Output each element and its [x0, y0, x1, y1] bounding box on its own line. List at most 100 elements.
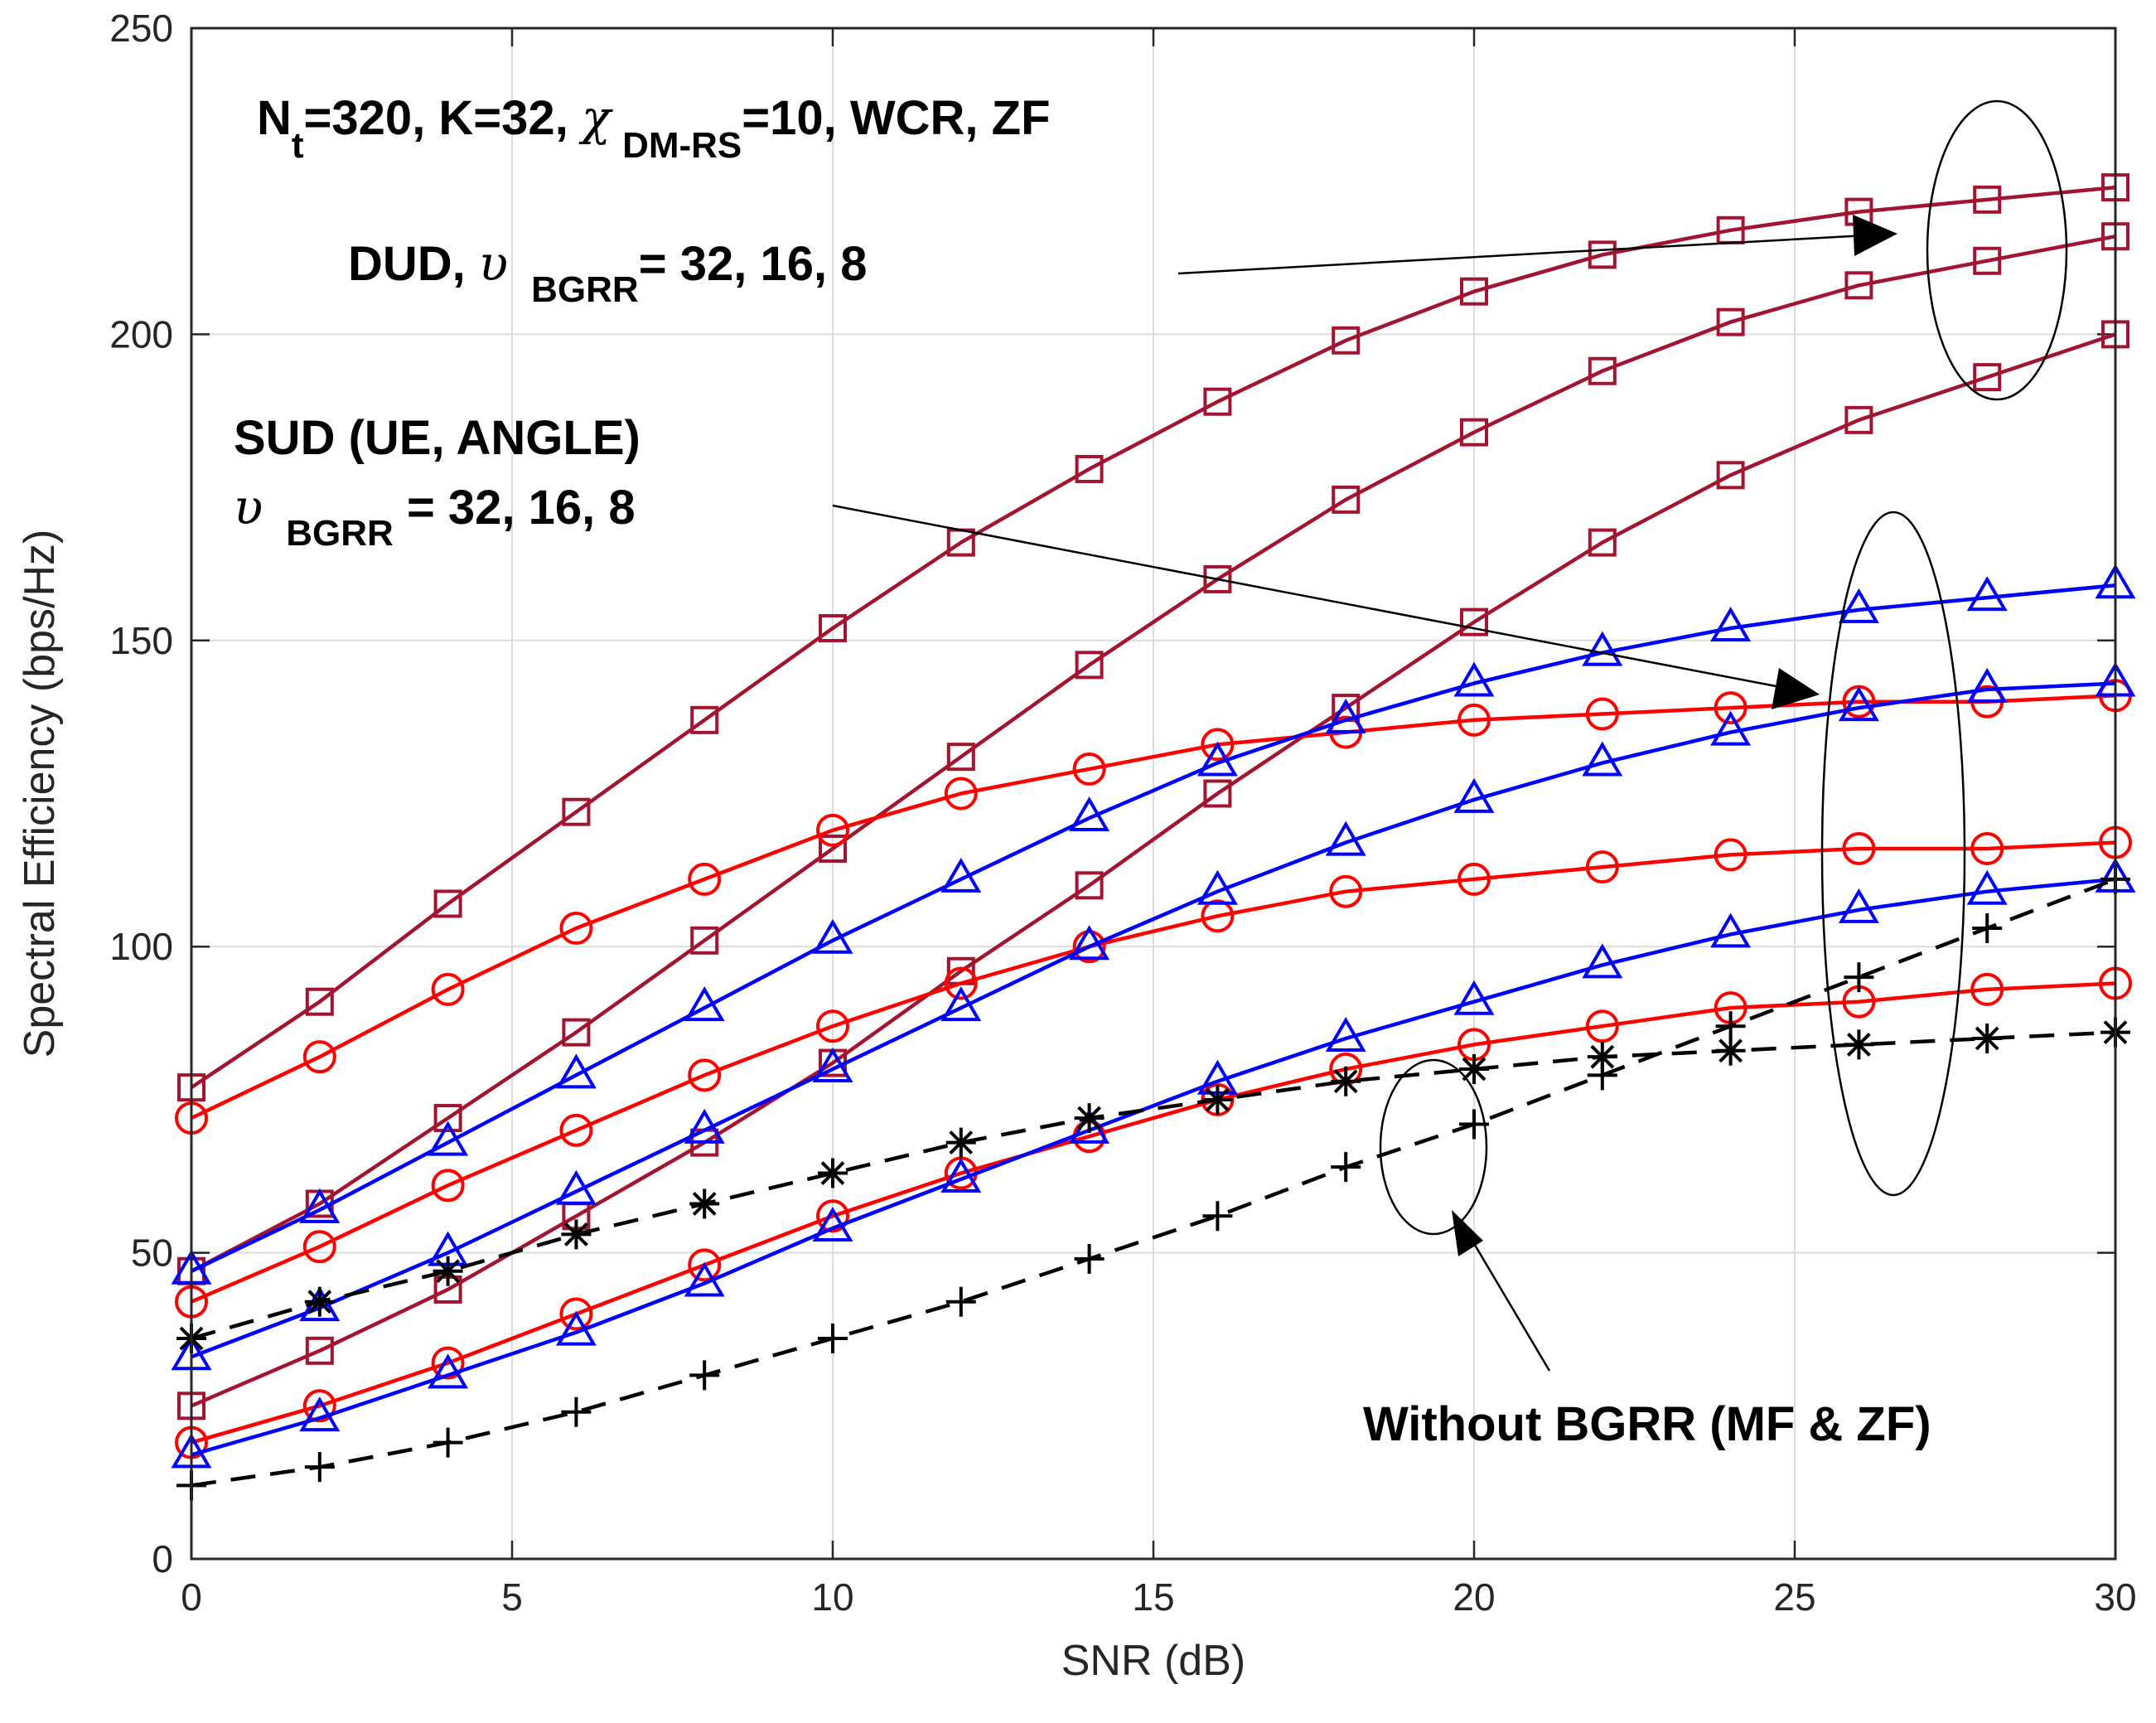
- data-point-circle: [302, 1230, 336, 1264]
- data-point-triangle: [1838, 888, 1879, 923]
- series-line: [190, 185, 2116, 1089]
- data-point-square: [1588, 356, 1617, 385]
- data-point-circle: [1714, 838, 1748, 872]
- data-point-circle: [1329, 874, 1363, 908]
- y-tick-label: 150: [109, 619, 173, 662]
- data-point-triangle: [684, 1108, 725, 1144]
- data-point-circle: [431, 1169, 465, 1203]
- arrowhead-sud: [1772, 668, 1820, 709]
- series-line: [191, 681, 2116, 1359]
- data-point-circle: [1072, 752, 1106, 786]
- series-5: [175, 825, 2132, 1319]
- data-point-triangle: [1582, 631, 1623, 666]
- data-point-square: [946, 743, 975, 772]
- annotation-sud-line1: SUD (UE, ANGLE): [234, 411, 641, 465]
- data-point-triangle: [1196, 869, 1238, 905]
- data-point-asterisk: [561, 1219, 592, 1250]
- data-point-square: [1973, 185, 2002, 214]
- data-point-triangle: [1710, 912, 1752, 948]
- param-chi: χ: [578, 90, 613, 146]
- data-point-circle: [431, 972, 465, 1006]
- data-point-square: [1844, 271, 1873, 300]
- param-rest-1: =320, K=32,: [304, 91, 582, 145]
- data-point-asterisk: [1331, 1066, 1361, 1096]
- plot-frame: [190, 27, 2117, 1561]
- data-point-circle: [944, 966, 978, 1000]
- data-point-asterisk: [1074, 1103, 1105, 1134]
- data-point-triangle: [555, 1310, 597, 1346]
- dud-subscript: BGRR: [531, 269, 639, 310]
- data-point-triangle: [1838, 588, 1879, 623]
- data-point-circle: [1714, 691, 1748, 725]
- series-line: [191, 694, 2116, 1120]
- data-point-asterisk: [1715, 1035, 1746, 1066]
- data-point-circle: [1201, 899, 1235, 933]
- data-point-triangle: [428, 1353, 469, 1389]
- data-point-plus: [1972, 913, 2003, 944]
- data-point-asterisk: [1972, 1024, 2003, 1054]
- data-point-triangle: [1196, 741, 1238, 777]
- data-point-square: [1203, 779, 1232, 808]
- series-7: [171, 564, 2136, 1285]
- data-point-square: [690, 926, 719, 955]
- data-point-triangle: [1966, 667, 2008, 703]
- annotation-sud-line2: υ BGRR = 32, 16, 8: [234, 479, 636, 554]
- data-point-triangle: [1325, 820, 1366, 856]
- data-point-triangle: [1069, 796, 1110, 832]
- arrow-line-sud: [832, 504, 1786, 690]
- data-point-triangle: [812, 1047, 853, 1082]
- data-point-circle: [816, 1199, 849, 1233]
- param-dmrs-subscript: DM-RS: [622, 125, 742, 166]
- ellipse-sud: [1820, 511, 1966, 1197]
- data-point-triangle: [1453, 980, 1495, 1015]
- param-n: N: [257, 91, 292, 145]
- y-tick-label: 50: [131, 1232, 173, 1275]
- arrowhead-baseline: [1452, 1210, 1483, 1256]
- data-point-square: [1332, 485, 1361, 514]
- data-point-triangle: [1069, 925, 1110, 961]
- data-point-circle: [302, 1389, 336, 1423]
- data-point-square: [1203, 387, 1232, 416]
- annotation-dud: DUD, υ BGRR= 32, 16, 8: [348, 235, 867, 310]
- data-point-circle: [1072, 930, 1106, 964]
- data-point-plus: [304, 1452, 335, 1483]
- data-point-square: [1075, 871, 1104, 900]
- data-point-triangle: [1453, 661, 1495, 697]
- ellipse-baseline: [1379, 1058, 1488, 1236]
- data-point-plus: [1587, 1060, 1617, 1091]
- arrow-line-dud: [1177, 234, 1867, 275]
- annotation-baseline: Without BGRR (MF & ZF): [1363, 1397, 1931, 1451]
- data-point-circle: [688, 1058, 722, 1092]
- y-tick-label: 0: [152, 1537, 173, 1580]
- sud-upsilon: υ: [234, 479, 263, 535]
- data-point-triangle: [1582, 741, 1623, 777]
- data-point-triangle: [812, 1207, 853, 1242]
- data-point-circle: [1970, 972, 2004, 1006]
- annotation-params: Nt=320, K=32, χ DM-RS=10, WCR, ZF: [257, 90, 1051, 166]
- data-point-triangle: [299, 1188, 341, 1223]
- series-line: [191, 840, 2116, 1304]
- series-line: [191, 1030, 2116, 1341]
- data-point-circle: [816, 813, 849, 847]
- data-point-square: [1588, 528, 1617, 557]
- data-point-square: [690, 705, 719, 734]
- data-point-square: [562, 1018, 591, 1047]
- data-point-plus: [945, 1286, 976, 1317]
- data-point-circle: [559, 1113, 593, 1147]
- data-point-circle: [1970, 831, 2004, 865]
- data-point-square: [1460, 607, 1488, 636]
- x-tick-label: 30: [2094, 1575, 2136, 1619]
- data-point-triangle: [684, 986, 725, 1022]
- series-line: [191, 877, 2116, 1488]
- series-2: [177, 222, 2129, 1285]
- data-point-square: [1716, 461, 1745, 490]
- data-point-asterisk: [1587, 1042, 1617, 1072]
- data-point-plus: [433, 1427, 463, 1458]
- data-point-asterisk: [818, 1158, 848, 1188]
- series-11: [176, 864, 2130, 1501]
- data-point-asterisk: [433, 1256, 463, 1286]
- data-point-square: [305, 1336, 334, 1365]
- x-tick-label: 10: [811, 1575, 853, 1619]
- data-point-triangle: [1710, 607, 1752, 642]
